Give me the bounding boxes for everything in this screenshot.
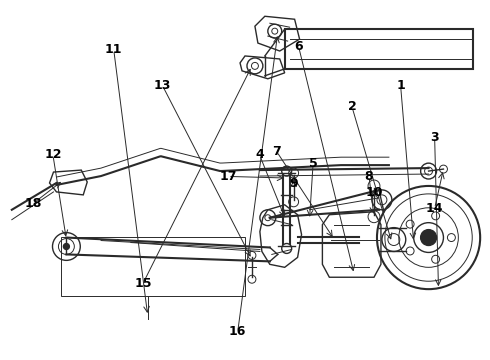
Bar: [61, 237, 245, 296]
Text: 15: 15: [134, 277, 151, 290]
Text: 2: 2: [347, 100, 356, 113]
Text: 12: 12: [44, 148, 62, 162]
Text: 1: 1: [396, 79, 405, 92]
Text: 16: 16: [229, 325, 246, 338]
Text: 6: 6: [294, 40, 303, 53]
Text: 14: 14: [426, 202, 443, 215]
Text: 3: 3: [430, 131, 439, 144]
Text: 5: 5: [309, 157, 318, 170]
Text: 7: 7: [272, 145, 281, 158]
Text: 11: 11: [105, 43, 122, 56]
Text: 8: 8: [365, 170, 373, 183]
Text: 17: 17: [219, 170, 237, 183]
Text: 18: 18: [25, 197, 42, 210]
Text: 9: 9: [289, 177, 298, 190]
Circle shape: [63, 243, 70, 249]
Circle shape: [420, 230, 437, 246]
Text: 13: 13: [154, 79, 171, 92]
Text: 4: 4: [255, 148, 264, 162]
Text: 10: 10: [365, 186, 383, 199]
